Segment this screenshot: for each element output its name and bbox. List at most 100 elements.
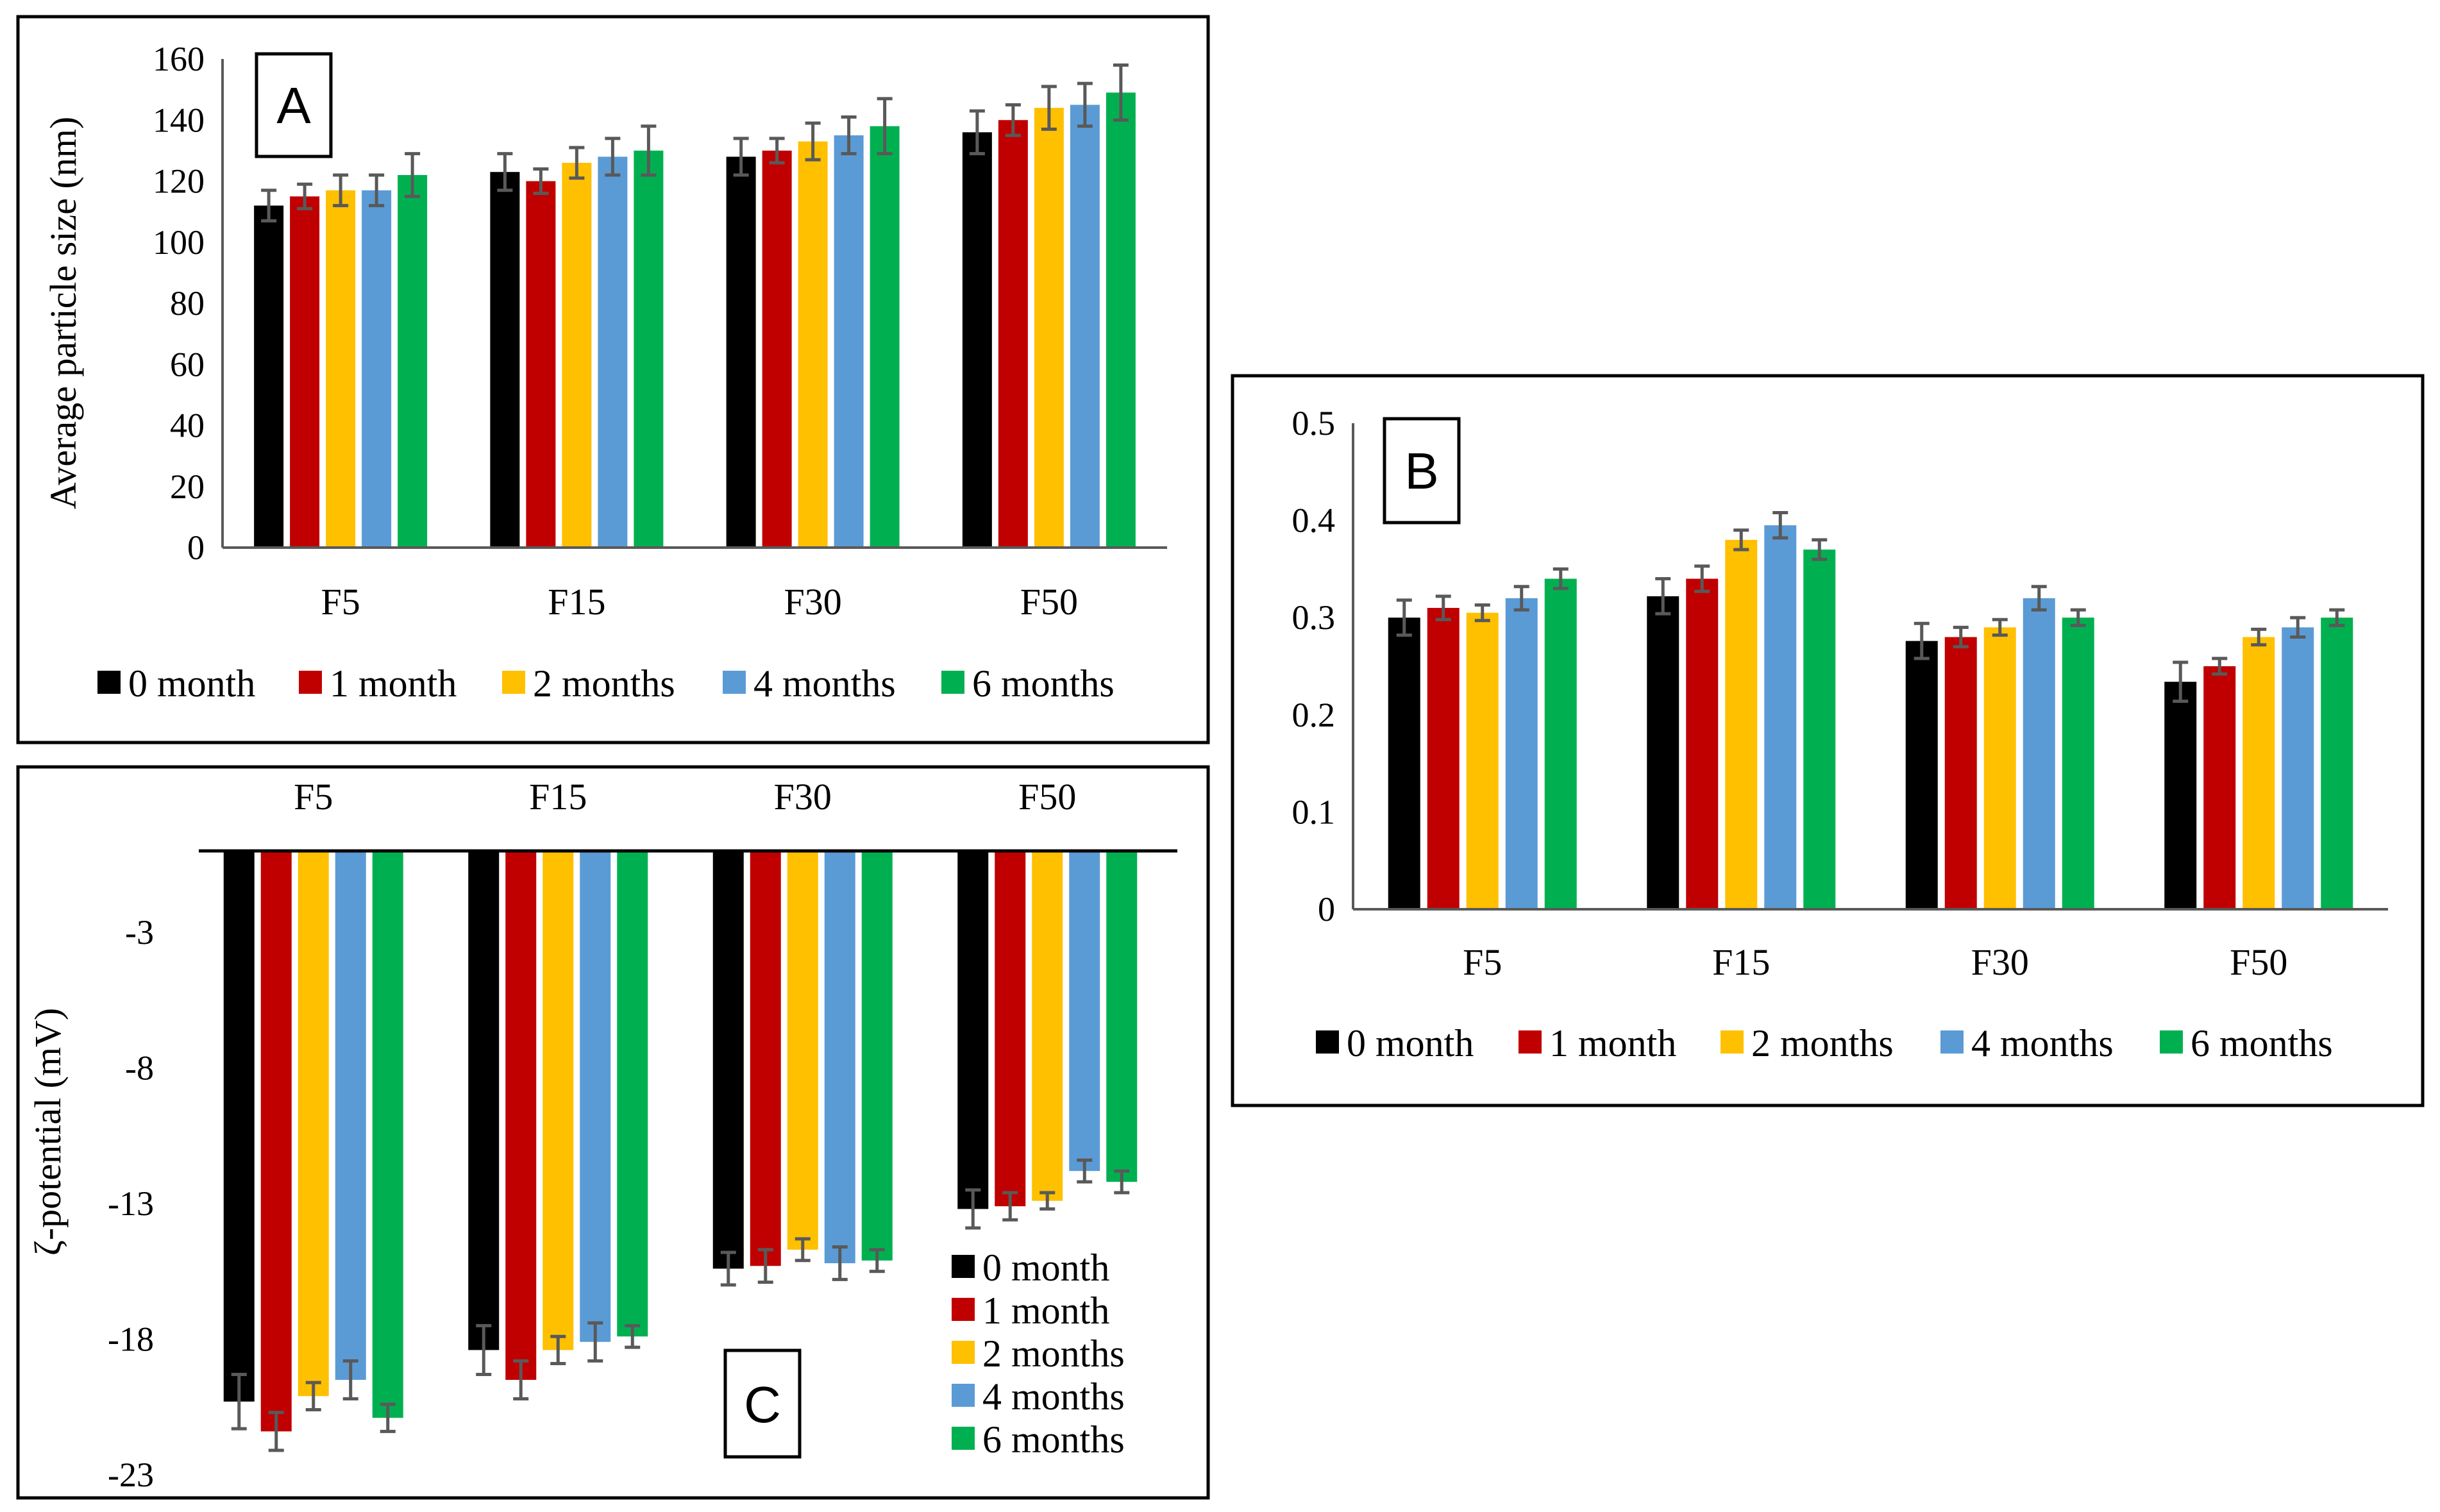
panel-a-bar — [798, 141, 828, 548]
panel-c-bar — [861, 851, 893, 1261]
panel-a-bar — [1034, 108, 1064, 548]
panel-a-x-tick: F30 — [784, 581, 841, 623]
panel-a-y-tick: 160 — [153, 40, 205, 78]
panel-a-error-bar — [569, 146, 585, 180]
panel-b-y-tick: 0 — [1318, 890, 1335, 928]
panel-b-bar — [1725, 539, 1758, 909]
panel-a-bar — [562, 162, 592, 548]
panel-b-bar — [1388, 617, 1420, 909]
panel-b-label: B — [1404, 442, 1438, 500]
panel-b-legend-swatch — [1721, 1030, 1744, 1054]
panel-c-bar — [787, 851, 818, 1250]
panel-a-bar — [726, 156, 756, 548]
panel-a-label: A — [276, 77, 311, 134]
panel-a-legend-swatch — [723, 671, 746, 694]
panel-a-legend-label: 1 month — [330, 662, 457, 705]
panel-c-error-bar — [513, 1359, 529, 1401]
panel-b-legend-swatch — [1316, 1030, 1339, 1054]
panel-b-legend-label: 6 months — [2191, 1022, 2333, 1064]
panel-b-error-bar — [1435, 594, 1451, 621]
panel-c-error-bar — [832, 1245, 848, 1281]
panel-a-legend-label: 4 months — [753, 662, 896, 705]
panel-b-legend-swatch — [1519, 1030, 1542, 1054]
panel-a-legend-label: 0 month — [128, 662, 255, 705]
panel-c-error-bar — [1039, 1191, 1056, 1211]
panel-c-error-bar — [1077, 1158, 1093, 1184]
panel-a-legend-label: 2 months — [533, 662, 675, 705]
panel-a-x-tick: F50 — [1020, 581, 1078, 623]
panel-b-bar — [1944, 637, 1977, 909]
panel-c-error-bar — [869, 1248, 885, 1273]
panel-a-x-tick: F5 — [321, 581, 360, 623]
panel-c-bar — [223, 851, 255, 1402]
panel-b-error-bar — [2173, 660, 2189, 703]
panel-a-bar — [870, 126, 900, 548]
panel-b-error-bar — [2290, 616, 2306, 639]
panel-c-error-bar — [550, 1334, 566, 1366]
panel-b-error-bar — [1474, 603, 1490, 623]
panel-c-bar — [505, 851, 537, 1380]
panel-a-y-tick: 140 — [153, 101, 205, 139]
panel-b-bar — [2242, 637, 2275, 909]
panel-a-legend-label: 6 months — [972, 662, 1115, 705]
panel-a-error-bar — [369, 173, 385, 208]
panel-b-bar — [1647, 596, 1679, 909]
panel-c-error-bar — [476, 1323, 492, 1376]
panel-a-error-bar — [497, 152, 513, 192]
panel-b-bar — [1427, 608, 1460, 909]
panel-b-bar — [1803, 550, 1836, 909]
panel-a-error-bar — [333, 173, 349, 208]
panel-b: 0 0.1 0.2 0.3 0.4 0.5 F5 F15 F30 F50 0 month 1 mont… — [1231, 374, 2425, 1107]
panel-b-error-bar — [2329, 608, 2345, 627]
panel-a-error-bar — [969, 109, 985, 156]
panel-a-y-tick: 100 — [153, 223, 205, 262]
panel-c-error-bar — [757, 1248, 773, 1284]
panel-b-x-tick: F15 — [1712, 941, 1770, 983]
panel-c-error-bar — [587, 1321, 603, 1363]
panel-b-plot: 0 0.1 0.2 0.3 0.4 0.5 F5 F15 F30 F50 0 month 1 mont… — [1292, 404, 2388, 1064]
panel-c-error-bar — [720, 1250, 736, 1287]
panel-c-label: C — [744, 1376, 781, 1433]
panel-c-x-tick: F5 — [294, 776, 333, 818]
panel-a-y-axis-title: Average particle size (nm) — [42, 117, 84, 509]
panel-c-label-box — [723, 1348, 802, 1459]
panel-a-error-bar — [1113, 63, 1129, 122]
panel-a-error-bar — [605, 137, 621, 177]
panel-c-y-tick: -13 — [108, 1184, 154, 1223]
panel-c-error-bar — [625, 1323, 641, 1349]
panel-b-y-tick: 0.5 — [1292, 404, 1336, 442]
panel-b-bar — [2321, 617, 2353, 909]
panel-a-error-bar — [261, 189, 277, 223]
panel-a-error-bar — [841, 115, 857, 156]
panel-c-error-bar — [380, 1402, 396, 1433]
panel-a-x-tick: F15 — [548, 581, 605, 623]
panel-b-error-bar — [1733, 528, 1749, 551]
panel-c-error-bar — [305, 1381, 321, 1411]
panel-c-legend-swatch — [952, 1341, 975, 1364]
panel-c-legend-swatch — [952, 1384, 975, 1407]
panel-c-bar — [1032, 851, 1063, 1201]
panel-a-bar — [1106, 92, 1136, 548]
panel-a-error-bar — [733, 137, 749, 177]
panel-c-y-tick: -8 — [125, 1048, 154, 1087]
panel-a-bar — [254, 205, 284, 548]
panel-b-x-tick: F50 — [2230, 941, 2287, 983]
panel-b-legend-swatch — [2160, 1030, 2183, 1054]
panel-b-bar — [1686, 578, 1719, 909]
panel-a-error-bar — [641, 124, 657, 177]
panel-c-error-bar — [268, 1411, 284, 1452]
panel-a-error-bar — [1041, 85, 1057, 131]
panel-b-x-tick: F5 — [1463, 941, 1502, 983]
panel-a-error-bar — [877, 97, 893, 156]
panel-c-legend-swatch — [952, 1255, 975, 1278]
panel-a-y-tick: 120 — [153, 162, 205, 201]
panel-b-error-bar — [2251, 627, 2267, 647]
panel-b-bar — [2164, 682, 2197, 909]
panel-a-legend-swatch — [502, 671, 525, 694]
panel-b-error-bar — [1694, 564, 1710, 593]
panel-b-error-bar — [1992, 617, 2008, 637]
panel-b-bar — [1983, 627, 2016, 909]
panel-a-error-bar — [1077, 81, 1093, 128]
